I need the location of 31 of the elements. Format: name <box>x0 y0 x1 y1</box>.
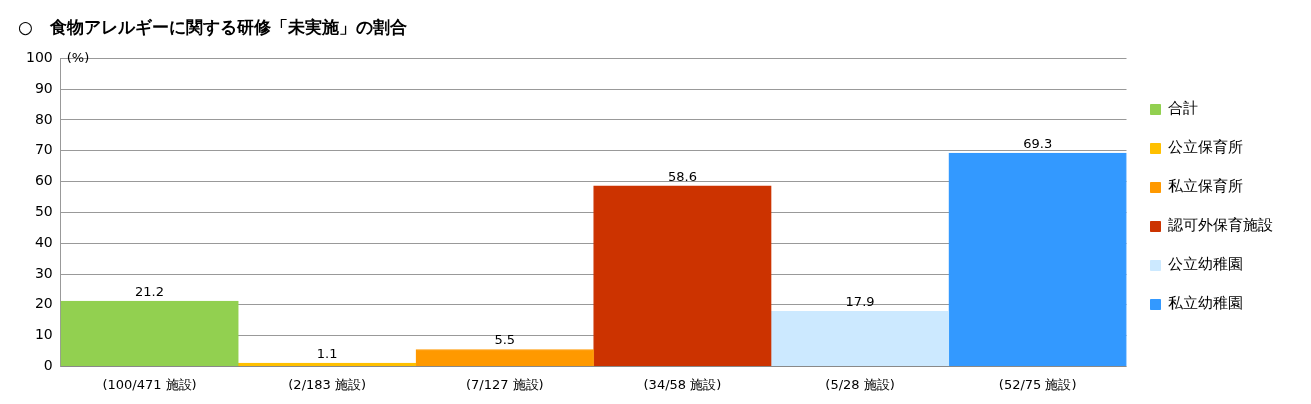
y-tick-label: 10 <box>34 326 53 343</box>
x-tick-label: (5/28 施設) <box>825 376 895 392</box>
y-tick-label: 70 <box>34 141 53 158</box>
y-tick-label: 20 <box>34 295 53 312</box>
y-tick-label: 60 <box>34 172 53 189</box>
y-tick-label: 90 <box>34 79 53 96</box>
y-tick-label: 40 <box>34 233 53 250</box>
x-tick-label: (7/127 施設) <box>465 376 544 392</box>
x-tick-label: (34/58 施設) <box>643 376 722 392</box>
y-tick-label: 50 <box>34 203 53 220</box>
legend-label: 私立保育所 <box>1168 177 1243 196</box>
data-label: 21.2 <box>135 283 165 299</box>
y-tick-label: 80 <box>34 110 53 127</box>
chart-title: ○ 食物アレルギーに関する研修「未実施」の割合 <box>18 16 407 37</box>
legend-label: 公立幼稚園 <box>1168 255 1243 274</box>
data-label: 5.5 <box>494 332 516 348</box>
x-tick-label: (52/75 施設) <box>998 376 1077 392</box>
legend-label: 私立幼稚園 <box>1168 294 1243 313</box>
legend-label: 公立保育所 <box>1168 138 1243 157</box>
y-tick-label: 30 <box>34 264 53 281</box>
y-tick-label: 0 <box>43 357 53 374</box>
data-label: 58.6 <box>667 168 697 184</box>
data-label: 1.1 <box>316 345 338 361</box>
legend-label: 認可外保育施設 <box>1168 216 1273 235</box>
data-label: 17.9 <box>845 294 875 310</box>
data-label: 69.3 <box>1023 135 1053 151</box>
y-axis-title: (%) <box>66 49 90 65</box>
x-tick-label: (2/183 施設) <box>288 376 367 392</box>
legend-label: 合計 <box>1168 99 1198 118</box>
y-tick-label: 100 <box>25 49 53 66</box>
x-tick-label: (100/471 施設) <box>102 376 197 392</box>
